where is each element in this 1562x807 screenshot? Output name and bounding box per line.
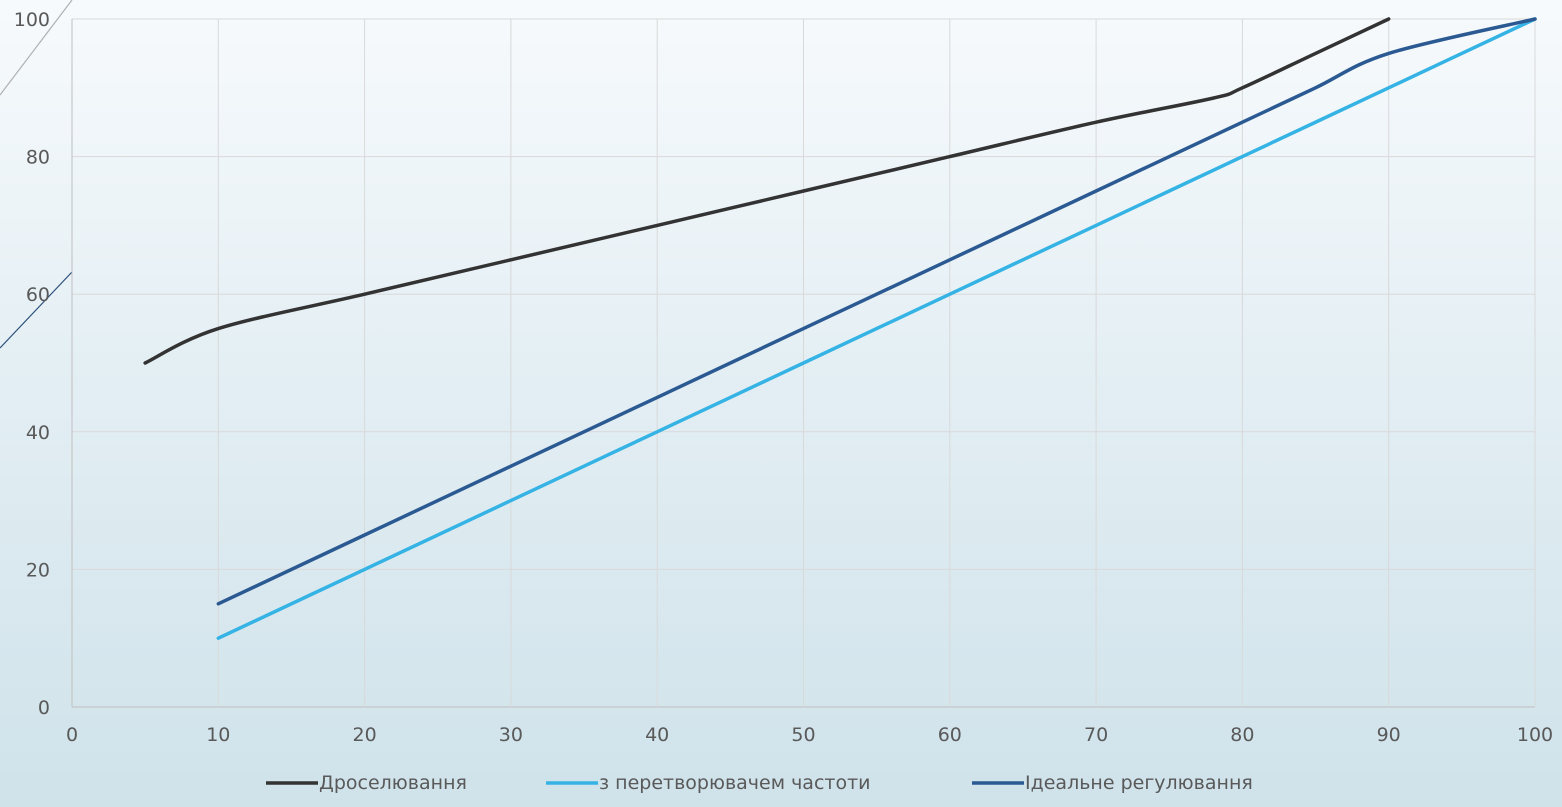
x-tick-label: 70	[1084, 724, 1108, 746]
y-tick-label: 60	[26, 284, 50, 306]
x-tick-label: 40	[645, 724, 669, 746]
x-tick-label: 0	[66, 724, 78, 746]
x-tick-label: 90	[1377, 724, 1401, 746]
legend-item: з перетворювачем частоти	[546, 772, 871, 794]
legend-item: Дроселювання	[266, 772, 467, 794]
x-tick-label: 100	[1517, 724, 1553, 746]
y-axis: 0 20 40 60 80 100	[14, 9, 50, 719]
series-layer	[143, 17, 1537, 640]
x-tick-label: 50	[791, 724, 815, 746]
x-tick-label: 20	[353, 724, 377, 746]
series-line-3	[216, 17, 1537, 606]
y-tick-label: 20	[26, 559, 50, 581]
series-line-1	[143, 17, 1391, 365]
x-tick-label: 30	[499, 724, 523, 746]
legend: Дроселювання з перетворювачем частоти Ідеа…	[266, 772, 1253, 794]
decorative-line	[0, 0, 73, 96]
decorative-lines	[0, 0, 73, 349]
legend-label: з перетворювачем частоти	[599, 772, 871, 794]
legend-label: Ідеальне регулювання	[1025, 772, 1253, 794]
x-tick-label: 10	[206, 724, 230, 746]
series-line-2	[216, 17, 1537, 640]
y-tick-label: 80	[26, 147, 50, 169]
x-tick-label: 60	[938, 724, 962, 746]
y-tick-label: 40	[26, 422, 50, 444]
x-axis: 0 10 20 30 40 50 60 70 80 90 100	[66, 724, 1553, 746]
y-tick-label: 100	[14, 9, 50, 31]
decorative-line	[0, 271, 73, 349]
legend-label: Дроселювання	[319, 772, 467, 794]
x-tick-label: 80	[1230, 724, 1254, 746]
legend-item: Ідеальне регулювання	[972, 772, 1253, 794]
y-tick-label: 0	[38, 697, 50, 719]
